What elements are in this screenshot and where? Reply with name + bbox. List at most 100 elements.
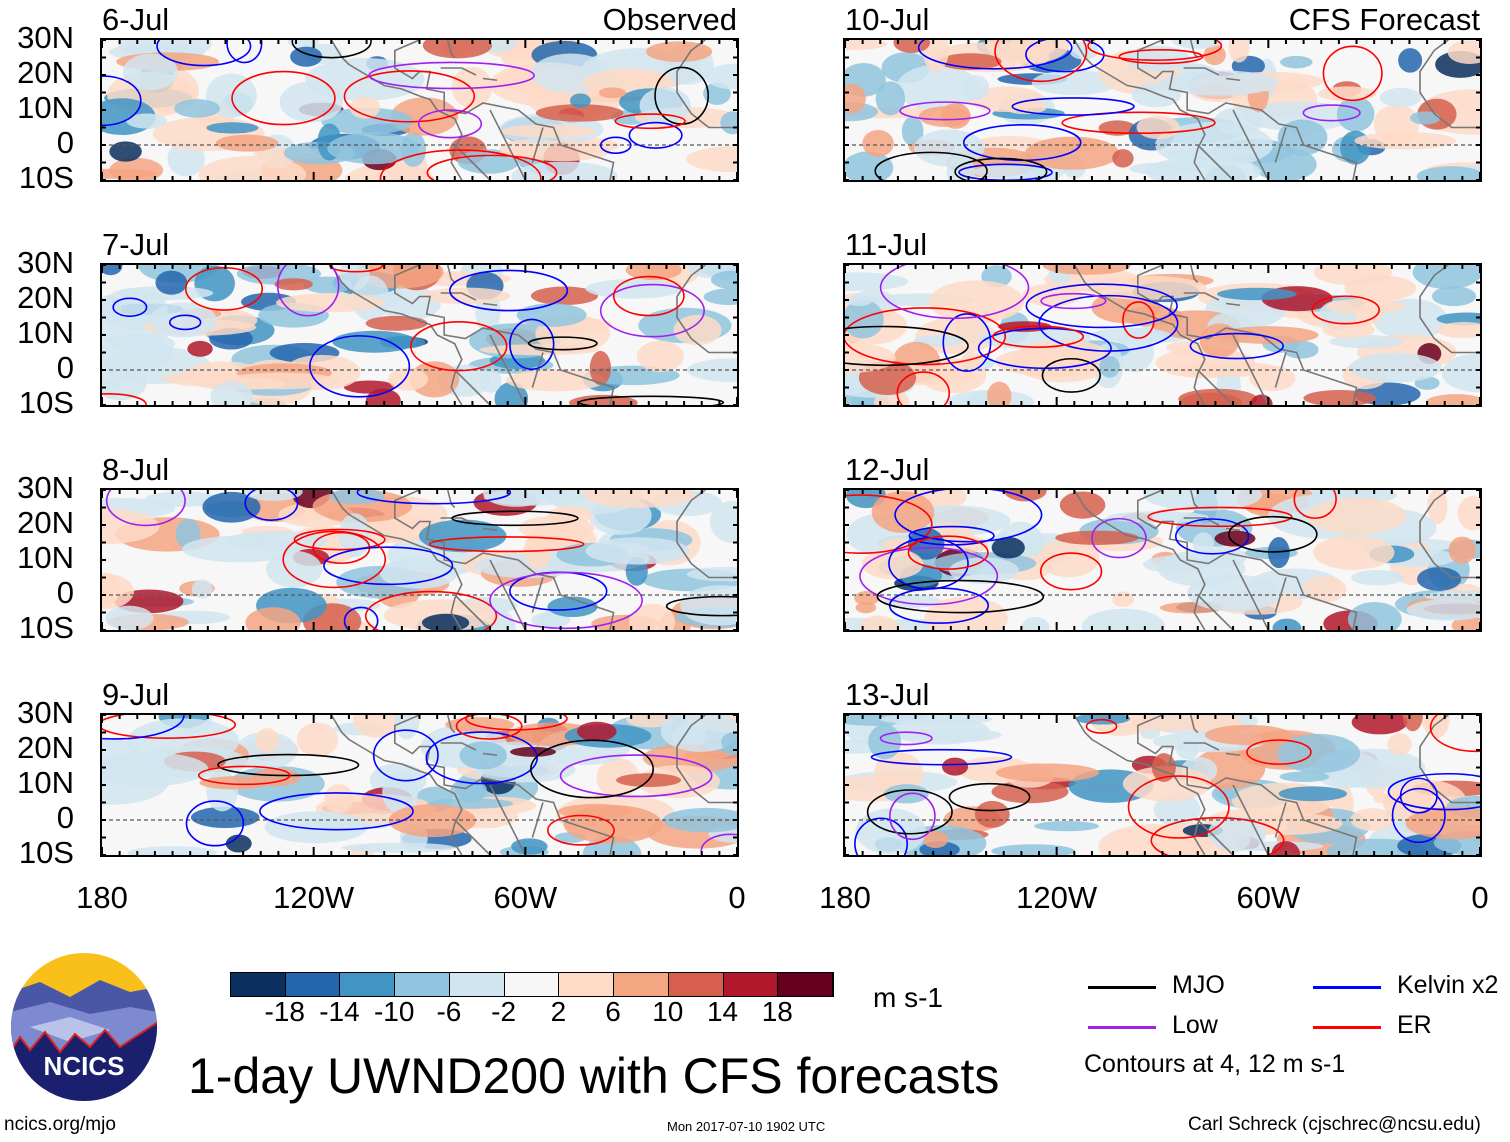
contour — [992, 325, 1085, 348]
anomaly-blob — [199, 776, 270, 790]
anomaly-blob — [1351, 715, 1408, 735]
contour — [1189, 332, 1284, 360]
contour — [845, 325, 969, 367]
anomaly-blob — [859, 615, 899, 630]
contour — [1040, 292, 1107, 310]
anomaly-blob — [1249, 365, 1296, 392]
svg-text:NCICS: NCICS — [44, 1051, 125, 1081]
anomaly-blob — [598, 87, 626, 99]
coastlines — [1073, 490, 1480, 630]
anomaly-blob — [1143, 555, 1209, 574]
colorbar-label: 14 — [706, 996, 739, 1027]
anomaly-blob — [973, 164, 1057, 180]
anomaly-blob — [127, 846, 218, 855]
latitude-tick: 10N — [17, 765, 74, 800]
axis-ticks — [102, 490, 737, 630]
contour — [1038, 294, 1179, 352]
anomaly-blob — [274, 278, 313, 291]
contour — [112, 297, 148, 317]
anomaly-blob — [245, 607, 301, 630]
contour — [977, 327, 1112, 370]
wind-anomaly-field — [102, 40, 737, 180]
contour — [1085, 718, 1118, 734]
contour — [1147, 506, 1293, 528]
anomaly-blob — [1069, 41, 1099, 60]
anomaly-blob — [995, 763, 1100, 782]
anomaly-blob — [418, 519, 507, 553]
contour — [102, 715, 237, 739]
wave-contours — [854, 715, 1480, 855]
contour — [259, 792, 414, 831]
anomaly-blob — [563, 805, 663, 844]
coastlines — [330, 265, 737, 405]
colorbar-swatch — [614, 973, 669, 996]
colorbar-swatch — [778, 973, 833, 996]
contour — [665, 595, 737, 617]
anomaly-blob — [1306, 497, 1407, 535]
map-panel-13-jul — [843, 713, 1482, 857]
contour — [1041, 357, 1101, 393]
contour — [1061, 111, 1216, 135]
colorbar — [230, 972, 834, 997]
wind-anomaly-field — [845, 715, 1480, 855]
contour — [1399, 777, 1438, 814]
anomaly-blob — [1349, 352, 1442, 383]
anomaly-blob — [1081, 608, 1165, 630]
wave-contours — [102, 40, 710, 180]
anomaly-blob — [901, 116, 924, 147]
anomaly-blob — [1447, 40, 1480, 65]
axis-ticks — [102, 40, 737, 180]
anomaly-blob — [1354, 131, 1457, 150]
anomaly-blob — [721, 732, 737, 752]
contour — [425, 731, 539, 785]
contour — [614, 113, 686, 130]
contour — [1228, 515, 1318, 553]
panel-date: 12-Jul — [845, 452, 930, 487]
contour — [599, 136, 632, 155]
latitude-tick: 10N — [17, 540, 74, 575]
panel-date: 13-Jul — [845, 677, 930, 712]
anomaly-blob — [393, 715, 420, 740]
anomaly-blob — [1441, 353, 1480, 393]
map-panel-12-jul — [843, 488, 1482, 632]
anomaly-blob — [1436, 322, 1480, 339]
longitude-tick: 0 — [728, 880, 746, 915]
latitude-tick: 10N — [17, 315, 74, 350]
contour — [197, 765, 291, 786]
anomaly-blob — [187, 340, 213, 357]
anomaly-blob — [343, 380, 396, 394]
anomaly-blob — [1037, 538, 1100, 578]
contour — [845, 494, 933, 554]
anomaly-blob — [255, 728, 279, 753]
contour — [372, 729, 439, 782]
axis-ticks — [845, 490, 1480, 630]
contour — [343, 70, 476, 123]
anomaly-blob — [576, 721, 617, 742]
anomaly-blob — [1448, 536, 1476, 564]
anomaly-blob — [535, 104, 624, 122]
anomaly-blob — [191, 579, 213, 599]
anomaly-blob — [510, 746, 557, 757]
anomaly-blob — [349, 96, 381, 119]
anomaly-blob — [974, 800, 1010, 828]
anomaly-blob — [918, 106, 971, 127]
contour — [293, 528, 386, 551]
footer-url[interactable]: ncics.org/mjo — [4, 1114, 116, 1135]
map-panel-7-jul — [100, 263, 739, 407]
anomaly-blob — [1216, 287, 1297, 301]
contour — [291, 40, 372, 59]
contour — [185, 800, 245, 847]
latitude-tick: 10S — [18, 385, 74, 420]
anomaly-blob — [341, 842, 455, 853]
anomaly-blob — [511, 161, 618, 180]
contour — [1391, 787, 1446, 844]
panel-type-label: CFS Forecast — [1288, 2, 1480, 37]
anomaly-blob — [1313, 535, 1395, 570]
anomaly-blob — [686, 146, 737, 173]
contour — [894, 490, 1043, 543]
anomaly-blob — [871, 491, 935, 534]
anomaly-blob — [102, 573, 135, 610]
anomaly-blob — [875, 81, 906, 116]
map-panel-6-jul — [100, 38, 739, 182]
anomaly-blob — [102, 168, 158, 179]
